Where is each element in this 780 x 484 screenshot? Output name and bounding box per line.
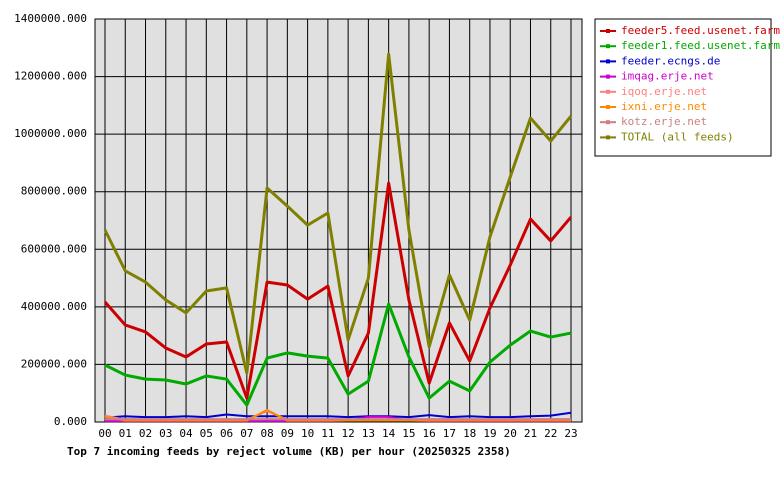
x-tick-label: 22 (544, 427, 557, 440)
series-line (103, 52, 573, 375)
legend-label: kotz.erje.net (621, 115, 707, 128)
y-tick-label: 800000.000 (21, 185, 87, 198)
legend-marker (606, 120, 610, 125)
x-tick-label: 09 (281, 427, 294, 440)
x-tick-label: 18 (463, 427, 476, 440)
x-tick-label: 17 (443, 427, 456, 440)
legend-marker (606, 105, 610, 109)
y-tick-label: 1000000.000 (14, 127, 87, 140)
plot-area (95, 19, 582, 422)
legend-marker (606, 59, 610, 64)
y-tick-label: 1200000.000 (14, 70, 87, 83)
x-tick-label: 03 (159, 427, 172, 440)
x-tick-label: 13 (362, 427, 375, 440)
series-line (103, 181, 573, 400)
x-tick-label: 10 (301, 427, 314, 440)
x-tick-label: 00 (98, 427, 111, 440)
legend-label: feeder5.feed.usenet.farm (621, 24, 780, 37)
legend-label: imqag.erje.net (621, 70, 714, 83)
legend-label: iqoq.erje.net (621, 85, 707, 98)
y-tick-label: 1400000.000 (14, 12, 87, 25)
series-line (104, 411, 572, 419)
x-tick-label: 07 (240, 427, 253, 440)
x-tick-label: 01 (119, 427, 132, 440)
legend-label: feeder1.feed.usenet.farm (621, 39, 780, 52)
x-tick-label: 23 (564, 427, 577, 440)
x-tick-label: 16 (423, 427, 436, 440)
legend-marker (606, 74, 610, 79)
y-tick-label: 200000.000 (21, 357, 87, 370)
chart-title: Top 7 incoming feeds by reject volume (K… (67, 445, 511, 458)
series-line (104, 408, 571, 422)
y-tick-label: 0.000 (54, 415, 87, 428)
legend-marker (606, 29, 610, 33)
x-tick-label: 06 (220, 427, 233, 440)
x-tick-label: 04 (179, 427, 193, 440)
legend-label: feeder.ecngs.de (621, 54, 720, 67)
x-tick-label: 11 (321, 427, 334, 440)
legend-marker (606, 89, 610, 94)
legend-box (594, 18, 772, 157)
x-tick-label: 05 (200, 427, 213, 440)
y-tick-label: 600000.000 (21, 242, 87, 255)
legend-label: TOTAL (all feeds) (621, 130, 734, 143)
legend-marker (606, 44, 610, 49)
x-tick-label: 12 (342, 427, 355, 440)
x-tick-label: 08 (260, 427, 273, 440)
series-line (104, 302, 572, 407)
x-tick-label: 15 (402, 427, 415, 440)
x-tick-label: 19 (483, 427, 496, 440)
plot-frame (94, 18, 583, 423)
x-tick-label: 14 (382, 427, 396, 440)
x-tick-label: 02 (139, 427, 152, 440)
x-tick-label: 21 (524, 427, 537, 440)
legend-marker (606, 135, 610, 140)
x-tick-label: 20 (504, 427, 517, 440)
y-tick-label: 400000.000 (21, 300, 87, 313)
legend-label: ixni.erje.net (621, 100, 707, 113)
